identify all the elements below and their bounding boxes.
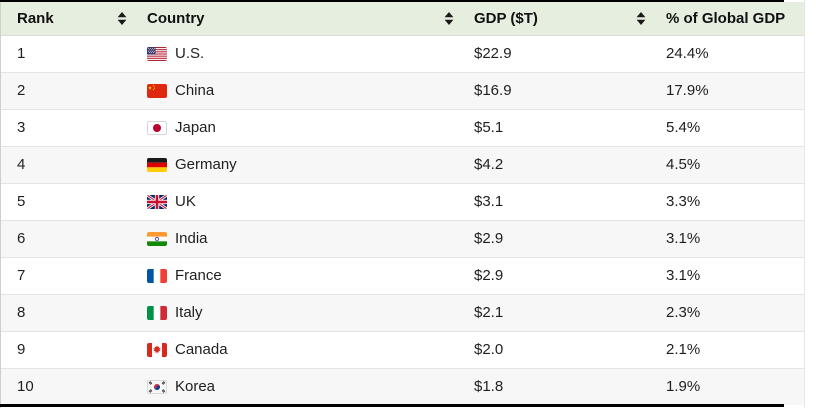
country-label: U.S.: [175, 45, 205, 62]
country-cell: Canada: [131, 331, 458, 369]
share-cell: 1.9%: [650, 368, 804, 405]
country-cell: China: [131, 72, 458, 110]
country-label: Japan: [175, 119, 216, 136]
table-row: 6 India $2.9 3.1%: [1, 220, 804, 258]
korea-flag-icon: [147, 379, 167, 394]
sort-icon[interactable]: [117, 11, 127, 25]
germany-flag-icon: [147, 157, 167, 172]
country-label: China: [175, 82, 215, 99]
country-cell: Italy: [131, 294, 458, 332]
sort-icon[interactable]: [444, 11, 454, 25]
column-header-label: % of Global GDP: [666, 9, 786, 27]
country-label: Germany: [175, 156, 237, 173]
country-cell: Germany: [131, 146, 458, 184]
column-header-label: Rank: [17, 9, 54, 27]
table-row: 2 China $16.9 17.9%: [1, 72, 804, 110]
italy-flag-icon: [147, 305, 167, 320]
gdp-cell: $2.1: [458, 294, 650, 332]
rank-cell: 8: [1, 294, 131, 332]
table-row: 8 Italy $2.1 2.3%: [1, 294, 804, 332]
column-header-country[interactable]: Country: [131, 2, 458, 36]
gdp-table: Rank Country GDP ($T): [1, 2, 804, 405]
column-header-label: GDP ($T): [474, 9, 538, 27]
rank-cell: 3: [1, 109, 131, 147]
rank-cell: 2: [1, 72, 131, 110]
column-header-share[interactable]: % of Global GDP: [650, 2, 804, 36]
table-row: 3 Japan $5.1 5.4%: [1, 109, 804, 147]
column-header-rank[interactable]: Rank: [1, 2, 131, 36]
column-header-gdp[interactable]: GDP ($T): [458, 2, 650, 36]
gdp-cell: $2.0: [458, 331, 650, 369]
gdp-cell: $16.9: [458, 72, 650, 110]
japan-flag-icon: [147, 120, 167, 135]
country-label: Italy: [175, 304, 203, 321]
share-cell: 17.9%: [650, 72, 804, 110]
country-cell: Japan: [131, 109, 458, 147]
table-bottom-border: [0, 404, 784, 407]
country-label: UK: [175, 193, 196, 210]
country-cell: U.S.: [131, 35, 458, 73]
china-flag-icon: [147, 83, 167, 98]
canada-flag-icon: [147, 342, 167, 357]
india-flag-icon: [147, 231, 167, 246]
share-cell: 2.1%: [650, 331, 804, 369]
country-cell: UK: [131, 183, 458, 221]
country-label: India: [175, 230, 208, 247]
table-row: 1 U.S. $22.9 24.4%: [1, 35, 804, 73]
rank-cell: 5: [1, 183, 131, 221]
share-cell: 24.4%: [650, 35, 804, 73]
country-label: Korea: [175, 378, 216, 396]
rank-cell: 10: [1, 368, 131, 405]
gdp-cell: $3.1: [458, 183, 650, 221]
rank-cell: 7: [1, 257, 131, 295]
share-cell: 4.5%: [650, 146, 804, 184]
share-cell: 3.3%: [650, 183, 804, 221]
header-row: Rank Country GDP ($T): [1, 2, 804, 36]
rank-cell: 9: [1, 331, 131, 369]
country-cell: Korea: [131, 368, 458, 405]
country-cell: India: [131, 220, 458, 258]
share-cell: 2.3%: [650, 294, 804, 332]
gdp-cell: $1.8: [458, 368, 650, 405]
uk-flag-icon: [147, 194, 167, 209]
sort-icon[interactable]: [636, 11, 646, 25]
country-label: Canada: [175, 341, 228, 358]
gdp-cell: $2.9: [458, 220, 650, 258]
share-cell: 3.1%: [650, 257, 804, 295]
gdp-cell: $2.9: [458, 257, 650, 295]
table-row: 10 Korea $1.8 1.9%: [1, 368, 804, 405]
country-label: France: [175, 267, 222, 284]
table-top-border: [0, 0, 784, 2]
table-header: Rank Country GDP ($T): [1, 2, 804, 36]
table-row: 7 France $2.9 3.1%: [1, 257, 804, 295]
country-cell: France: [131, 257, 458, 295]
share-cell: 5.4%: [650, 109, 804, 147]
rank-cell: 4: [1, 146, 131, 184]
us-flag-icon: [147, 46, 167, 61]
table-row: 4 Germany $4.2 4.5%: [1, 146, 804, 184]
table-row: 9 Canada $2.0 2.1%: [1, 331, 804, 369]
rank-cell: 1: [1, 35, 131, 73]
gdp-cell: $4.2: [458, 146, 650, 184]
share-cell: 3.1%: [650, 220, 804, 258]
table-row: 5 UK $3.1 3.3%: [1, 183, 804, 221]
rank-cell: 6: [1, 220, 131, 258]
france-flag-icon: [147, 268, 167, 283]
table-body: 1 U.S. $22.9 24.4% 2 China: [1, 35, 804, 405]
gdp-cell: $5.1: [458, 109, 650, 147]
column-header-label: Country: [147, 9, 205, 27]
gdp-cell: $22.9: [458, 35, 650, 73]
